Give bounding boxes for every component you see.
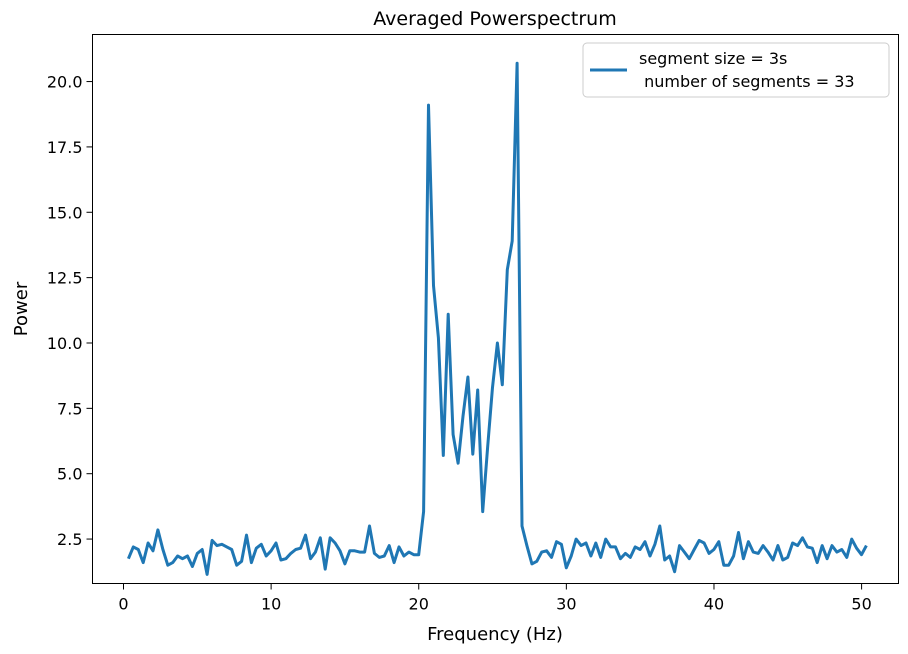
x-axis-ticks: 0 10 20 30 40 50 (118, 583, 872, 614)
y-tick-label: 20.0 (47, 73, 83, 92)
spectrum-line (127, 61, 868, 576)
x-tick-label: 10 (261, 595, 281, 614)
y-tick-label: 2.5 (57, 530, 82, 549)
y-axis-ticks: 2.5 5.0 7.5 10.0 12.5 15.0 17.5 20.0 (47, 73, 93, 549)
y-tick-label: 5.0 (57, 465, 82, 484)
x-axis-label: Frequency (Hz) (427, 624, 563, 645)
y-axis-label: Power (11, 281, 32, 336)
y-tick-label: 12.5 (47, 269, 83, 288)
legend-label-line-2: number of segments = 33 (639, 72, 855, 91)
legend: segment size = 3s number of segments = 3… (582, 42, 890, 98)
series-layer (127, 61, 868, 576)
y-tick-label: 15.0 (47, 203, 83, 222)
plot-frame (92, 34, 899, 584)
x-tick-label: 0 (118, 595, 128, 614)
chart-title: Averaged Powerspectrum (373, 8, 616, 30)
legend-label-line-1: segment size = 3s (639, 49, 787, 68)
y-tick-label: 17.5 (47, 138, 83, 157)
legend-box (582, 42, 890, 98)
x-tick-label: 40 (704, 595, 724, 614)
y-tick-label: 7.5 (57, 399, 82, 418)
x-tick-label: 30 (556, 595, 576, 614)
x-tick-label: 20 (409, 595, 429, 614)
y-tick-label: 10.0 (47, 334, 83, 353)
x-tick-label: 50 (851, 595, 871, 614)
